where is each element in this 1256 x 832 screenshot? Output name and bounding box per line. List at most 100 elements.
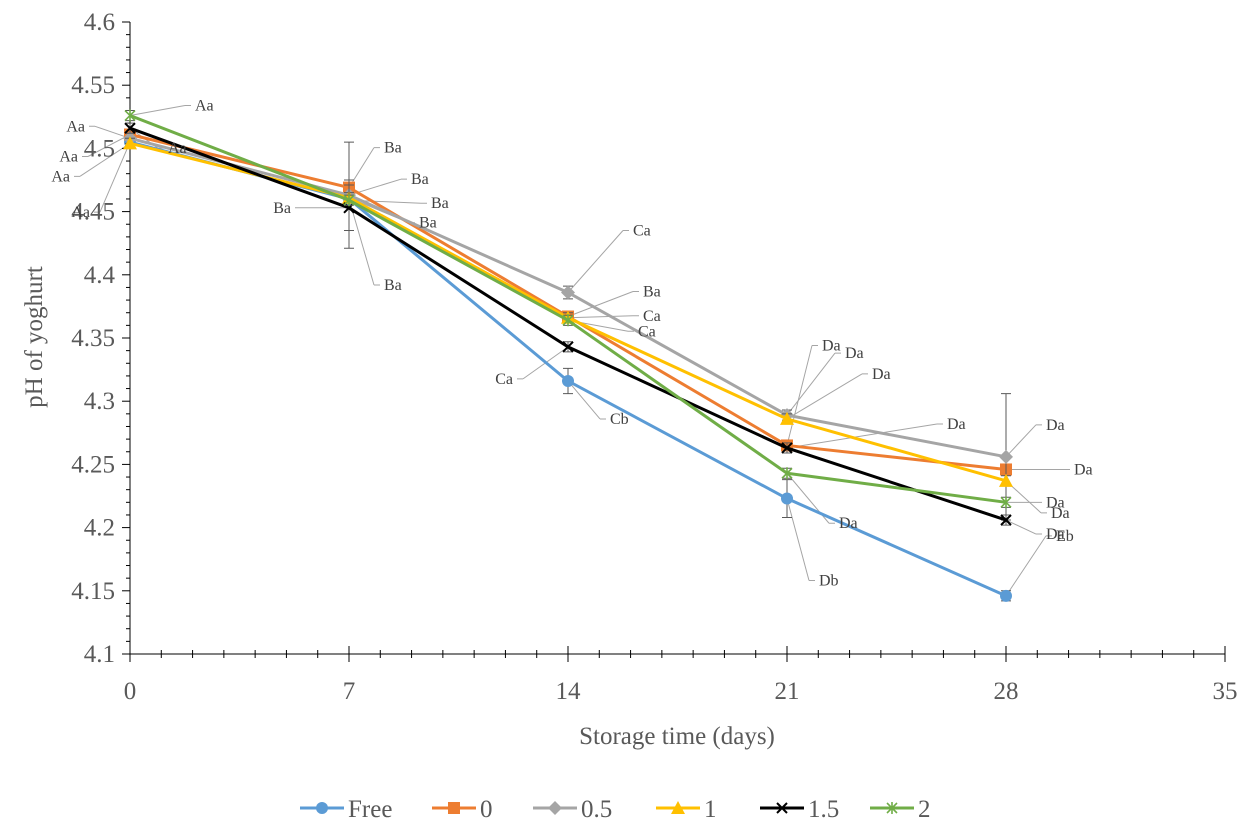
- annotation-label: Da: [1074, 461, 1093, 478]
- annotation-label: Ba: [384, 140, 402, 157]
- annotation-leader: [786, 344, 818, 446]
- annotation-label: Aa: [168, 140, 187, 157]
- annotation-label: Aa: [51, 168, 70, 185]
- annotation-label: Da: [947, 416, 966, 433]
- data-point: [562, 341, 574, 353]
- annotation-label: Cb: [610, 411, 629, 428]
- annotation-leader: [567, 291, 639, 317]
- legend-marker: [316, 802, 328, 814]
- annotation-label: Ba: [431, 195, 449, 212]
- legend-label: Free: [348, 796, 392, 823]
- legend-marker: [548, 801, 562, 815]
- legend-item-4: 1.5: [760, 796, 839, 823]
- y-tick-label: 4.3: [84, 388, 115, 415]
- legend-label: 0: [480, 796, 493, 823]
- annotation-label: Ca: [638, 323, 656, 340]
- legend-marker: [448, 802, 460, 814]
- annotation-leader: [1005, 424, 1042, 458]
- legend-marker: [776, 802, 788, 814]
- y-tick-label: 4.25: [71, 451, 115, 478]
- x-tick-label: 7: [343, 678, 356, 705]
- annotation-leader: [1005, 519, 1042, 535]
- y-tick-label: 4.4: [84, 262, 116, 289]
- annotation-leader: [348, 147, 380, 188]
- data-point: [1000, 514, 1012, 526]
- annotation-label: Aa: [66, 118, 85, 135]
- annotation-leader: [74, 142, 131, 177]
- annotation-label: Ca: [495, 371, 513, 388]
- series-5: [124, 109, 1012, 509]
- legend: Free 0 0.5 1 1.5 2: [300, 796, 931, 823]
- data-point: [123, 136, 137, 150]
- data-point: [343, 194, 355, 207]
- data-point: [781, 467, 793, 480]
- series-line: [129, 133, 1007, 471]
- data-point: [1000, 589, 1012, 602]
- annotation-leader: [786, 352, 841, 416]
- x-tick-label: 35: [1213, 678, 1238, 705]
- annotation-label: Da: [1046, 417, 1065, 434]
- legend-label: 2: [918, 796, 931, 823]
- data-point: [999, 473, 1013, 487]
- y-tick-label: 4.1: [84, 641, 115, 668]
- annotation-label: Aa: [195, 98, 214, 115]
- legend-item-5: 2: [870, 796, 931, 823]
- data-point: [999, 449, 1013, 464]
- annotation-leader: [786, 373, 868, 420]
- annotation-label: Da: [1051, 505, 1070, 522]
- data-point: [562, 314, 574, 327]
- annotation-leader: [567, 229, 629, 293]
- y-tick-label: 4.5: [84, 135, 115, 162]
- annotation-leader: [786, 498, 815, 582]
- legend-marker: [886, 802, 898, 814]
- annotation-label: Da: [872, 366, 891, 383]
- annotation-label: Da: [1046, 494, 1065, 511]
- annotation-label: Eb: [1056, 528, 1074, 545]
- legend-label: 1.5: [808, 796, 839, 823]
- annotation-leader: [786, 423, 943, 449]
- series-4: [124, 122, 1012, 526]
- y-tick-label: 4.15: [71, 578, 115, 605]
- x-tick-label: 21: [775, 678, 800, 705]
- annotation-leader: [82, 134, 131, 157]
- annotation-label: Da: [1046, 526, 1065, 543]
- y-tick-label: 4.35: [71, 325, 115, 352]
- annotation-leader: [567, 380, 606, 420]
- series-3: [123, 136, 1013, 487]
- annotation-label: Db: [819, 573, 839, 590]
- annotation-leader: [1005, 535, 1052, 597]
- series-1: [124, 128, 1012, 476]
- annotation-leader: [567, 315, 639, 319]
- x-tick-label: 28: [994, 678, 1019, 705]
- annotation-label: Ba: [384, 277, 402, 294]
- x-tick-label: 0: [124, 678, 137, 705]
- annotation-label: Da: [822, 337, 841, 354]
- data-point: [781, 492, 793, 505]
- y-tick-label: 4.6: [84, 9, 115, 36]
- legend-item-2: 0.5: [533, 796, 612, 823]
- data-point: [562, 374, 574, 387]
- annotation-label: Da: [845, 345, 864, 362]
- data-point: [780, 411, 794, 425]
- data-point: [781, 442, 793, 454]
- data-point: [124, 122, 136, 134]
- annotation-label: Ba: [411, 171, 429, 188]
- annotation-label: Da: [839, 515, 858, 532]
- annotation-label: Aa: [71, 204, 90, 221]
- y-axis-title: pH of yoghurt: [21, 266, 48, 408]
- y-tick-label: 4.45: [71, 199, 115, 226]
- series-group: [123, 109, 1013, 602]
- x-axis-title: Storage time (days): [579, 723, 775, 750]
- annotation-leader: [129, 105, 191, 117]
- x-tick-label: 14: [556, 678, 582, 705]
- annotation-label: Ca: [643, 308, 661, 325]
- annotation-label: Ba: [419, 215, 437, 232]
- legend-label: 1: [704, 796, 717, 823]
- legend-item-0: Free: [300, 796, 392, 823]
- legend-marker: [671, 801, 685, 814]
- legend-item-3: 1: [656, 796, 717, 823]
- annotation-label: Aa: [59, 148, 78, 165]
- annotation-label: Ca: [633, 222, 651, 239]
